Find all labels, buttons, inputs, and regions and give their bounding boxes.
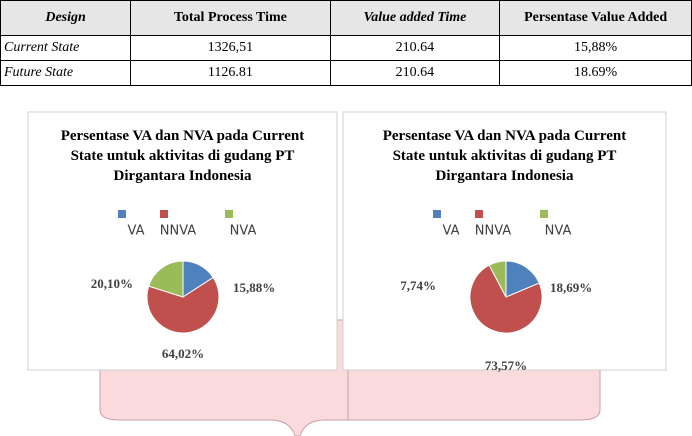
table-cell: 1126.81: [130, 60, 331, 86]
pie-slice: [469, 264, 543, 334]
data-label: 18,69%: [550, 280, 592, 295]
data-label: 7,74%: [400, 278, 436, 293]
table-body: Current State 1326,51 210.64 15,88% Future S…: [0, 35, 692, 86]
legend-label: NNVA: [160, 224, 197, 239]
data-label: 64,02%: [162, 346, 204, 361]
legend-swatch: [433, 210, 441, 218]
legend-label: VA: [128, 224, 145, 239]
data-label: 20,10%: [91, 276, 133, 291]
table-cell: 210.64: [329, 35, 501, 61]
table-cell: 1326,51: [130, 35, 331, 61]
chart-title: Persentase VA dan NVA pada Current State…: [60, 128, 305, 184]
data-table: Design Total Process Time Value added Time…: [0, 0, 692, 86]
table-cell: 15,88%: [499, 35, 692, 61]
pie-slice: [488, 260, 507, 298]
data-label: 15,88%: [233, 280, 275, 295]
pie-slice: [148, 260, 184, 298]
legend-label: NNVA: [475, 224, 512, 239]
header-row: Design Total Process Time Value added Time…: [0, 0, 692, 36]
legend-swatch: [118, 210, 126, 218]
legend-swatch: [160, 210, 168, 218]
header-cell: Total Process Time: [130, 0, 331, 36]
legend-swatch: [540, 210, 548, 218]
chart-title: Persentase VA dan NVA pada Current State…: [382, 128, 627, 184]
table-row: Current State 1326,51 210.64 15,88%: [0, 35, 692, 61]
header-cell: Design: [0, 0, 132, 36]
header-cell: Value added Time: [329, 0, 501, 36]
pie-slice: [505, 260, 540, 298]
legend-label: VA: [443, 224, 460, 239]
table-cell: 210.64: [329, 60, 501, 86]
legend-label: NVA: [230, 224, 257, 239]
table-cell: Future State: [0, 60, 132, 86]
header-cell: Persentase Value Added: [499, 0, 692, 36]
data-label: 73,57%: [485, 358, 527, 373]
legend-swatch: [475, 210, 483, 218]
legend-swatch: [225, 210, 233, 218]
legend-label: NVA: [545, 224, 572, 239]
table-cell: 18.69%: [499, 60, 692, 86]
table-row: Future State 1126.81 210.64 18.69%: [0, 60, 692, 86]
table-cell: Current State: [0, 35, 132, 61]
